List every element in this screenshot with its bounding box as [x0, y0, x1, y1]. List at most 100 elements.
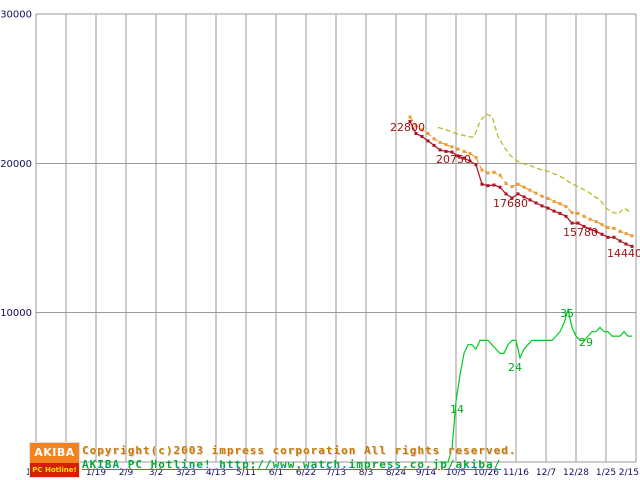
value-label: 35 — [560, 307, 574, 320]
lowest-price-marker — [444, 149, 448, 153]
average-price-marker — [588, 217, 592, 221]
average-price-marker — [420, 128, 424, 132]
average-price-marker — [600, 223, 604, 227]
average-price-marker — [534, 191, 538, 195]
series-line-highest-price — [437, 113, 631, 215]
average-price-marker — [552, 199, 556, 203]
gridlines — [35, 13, 637, 463]
akiba-logo: AKIBA PC Hotline! — [30, 443, 79, 477]
lowest-price-marker — [528, 198, 532, 202]
y-axis-labels: 30000 20000 10000 — [0, 10, 32, 320]
x-tick-label: 2/9 — [119, 468, 134, 478]
lowest-price-marker — [432, 143, 436, 147]
average-price-marker — [570, 211, 574, 215]
average-price-marker — [576, 211, 580, 215]
value-label: 15780 — [563, 226, 598, 239]
x-tick-label: 6/22 — [296, 468, 316, 478]
value-annotations: 22800 20750 17680 15780 14440 14 24 35 29 — [390, 121, 640, 416]
x-tick-label: 5/11 — [236, 468, 256, 478]
x-tick-label: 11/16 — [503, 468, 529, 478]
lowest-price-marker — [534, 201, 538, 205]
lowest-price-marker — [414, 132, 418, 135]
x-tick-label: 2/15 — [619, 468, 639, 478]
lowest-price-marker — [606, 235, 610, 239]
y-tick-label: 10000 — [0, 308, 32, 319]
lowest-price-marker — [600, 232, 604, 236]
lowest-price-marker — [456, 154, 460, 158]
lowest-price-marker — [630, 244, 634, 248]
average-price-marker — [444, 143, 448, 147]
lowest-price-marker — [486, 184, 490, 188]
average-price-marker — [498, 173, 502, 177]
lowest-price-marker — [552, 209, 556, 213]
average-price-marker — [450, 145, 454, 149]
average-price-marker — [468, 152, 472, 156]
x-tick-label: 1/19 — [86, 468, 106, 478]
average-price-marker — [624, 232, 628, 235]
akiba-logo-subtext: PC Hotline! — [30, 463, 79, 477]
lowest-price-marker — [594, 229, 598, 233]
lowest-price-marker — [558, 211, 562, 215]
average-price-marker — [528, 188, 532, 192]
average-price-marker — [630, 234, 634, 238]
average-price-marker — [474, 155, 478, 159]
lowest-price-marker — [588, 227, 592, 231]
lowest-price-marker — [450, 150, 454, 154]
x-tick-label: 8/24 — [386, 468, 406, 478]
lowest-price-marker — [426, 139, 430, 143]
average-price-marker — [504, 182, 508, 185]
average-price-marker — [582, 214, 586, 218]
lowest-price-marker — [582, 224, 586, 228]
average-price-marker — [618, 229, 622, 233]
y-tick-label: 20000 — [0, 159, 32, 170]
copyright-text: Copyright(c)2003 impress corporation All… — [82, 444, 517, 457]
average-price-marker — [462, 149, 466, 153]
average-price-marker — [480, 168, 484, 172]
x-tick-label: 12/28 — [563, 468, 589, 478]
lowest-price-marker — [546, 206, 550, 210]
average-price-marker — [408, 115, 412, 119]
x-tick-label: 3/23 — [176, 468, 196, 478]
value-label: 14440 — [607, 247, 640, 260]
average-price-marker — [438, 140, 442, 144]
x-axis-labels: 12/112/221/192/93/23/234/135/116/16/227/… — [26, 468, 639, 478]
lowest-price-marker — [618, 239, 622, 243]
lowest-price-marker — [438, 148, 442, 152]
x-tick-label: 10/26 — [473, 468, 499, 478]
footer-credits: AKIBA PC Hotline! Copyright(c)2003 impre… — [0, 442, 640, 480]
x-tick-label: 4/13 — [206, 468, 226, 478]
lowest-price-marker — [468, 159, 472, 163]
average-price-marker — [546, 196, 550, 200]
lowest-price-marker — [570, 221, 574, 225]
lowest-price-marker — [576, 221, 580, 225]
lowest-price-marker — [492, 183, 496, 187]
average-price-marker — [612, 226, 616, 230]
average-price-marker — [558, 202, 562, 206]
average-price-marker — [486, 171, 490, 175]
series-highest-price — [437, 113, 631, 215]
lowest-price-marker — [420, 135, 424, 138]
x-tick-label: 1/25 — [596, 468, 616, 478]
average-price-marker — [564, 205, 568, 209]
lowest-price-marker — [612, 235, 616, 239]
lowest-price-marker — [462, 156, 466, 160]
average-price-marker — [540, 194, 544, 198]
lowest-price-marker — [564, 214, 568, 218]
average-price-marker — [456, 147, 460, 151]
x-tick-label: 12/7 — [536, 468, 556, 478]
series-line-lowest-price — [409, 121, 633, 247]
lowest-price-marker — [498, 185, 502, 189]
lowest-price-marker — [510, 196, 514, 200]
series-line-shop-count — [440, 307, 632, 463]
average-price-marker — [432, 137, 436, 141]
value-label: 17680 — [493, 197, 528, 210]
value-label: 20750 — [436, 153, 471, 166]
site-link[interactable]: AKIBA PC Hotline! http://www.watch.impre… — [82, 458, 502, 471]
average-price-marker — [522, 185, 526, 189]
average-price-marker — [594, 220, 598, 224]
x-tick-label: 3/2 — [149, 468, 163, 478]
series-lowest-price — [408, 120, 634, 248]
lowest-price-marker — [516, 192, 520, 196]
